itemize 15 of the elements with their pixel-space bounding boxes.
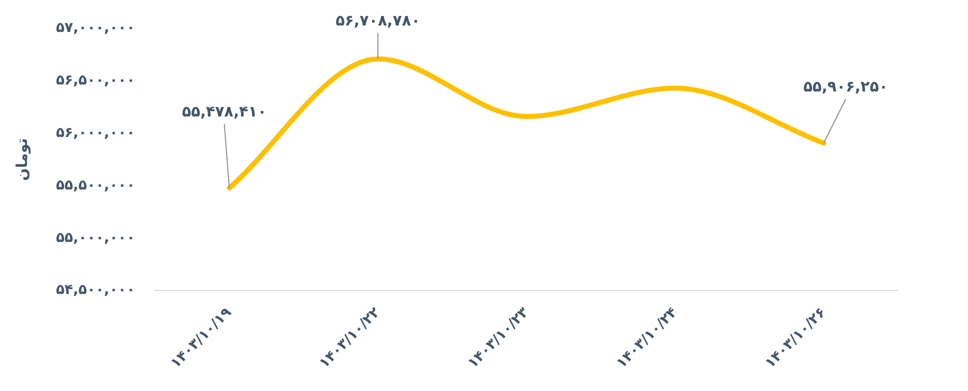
x-tick-label: ۱۴۰۳/۱۰/۲۶ <box>762 304 830 372</box>
y-tick-label: ۵۶,۰۰۰,۰۰۰ <box>56 124 135 141</box>
data-label: ۵۵,۴۷۸,۴۱۰ <box>182 102 267 120</box>
y-tick-label: ۵۴,۵۰۰,۰۰۰ <box>56 282 135 298</box>
y-tick-label: ۵۷,۰۰۰,۰۰۰ <box>56 20 135 36</box>
x-tick-label: ۱۴۰۳/۱۰/۲۴ <box>614 304 681 372</box>
y-tick-label: ۵۶,۵۰۰,۰۰۰ <box>56 72 135 88</box>
y-axis-title: تومان <box>12 138 31 181</box>
x-tick-label: ۱۴۰۳/۱۰/۱۹ <box>168 304 236 372</box>
data-label: ۵۶,۷۰۸,۷۸۰ <box>336 11 420 30</box>
y-tick-label: ۵۵,۵۰۰,۰۰۰ <box>56 177 135 194</box>
y-tick-label: ۵۵,۰۰۰,۰۰۰ <box>56 230 135 246</box>
x-tick-label: ۱۴۰۳/۱۰/۲۲ <box>316 304 384 372</box>
data-label: ۵۵,۹۰۶,۲۵۰ <box>803 77 888 96</box>
x-tick-label: ۱۴۰۳/۱۰/۲۳ <box>465 304 532 372</box>
